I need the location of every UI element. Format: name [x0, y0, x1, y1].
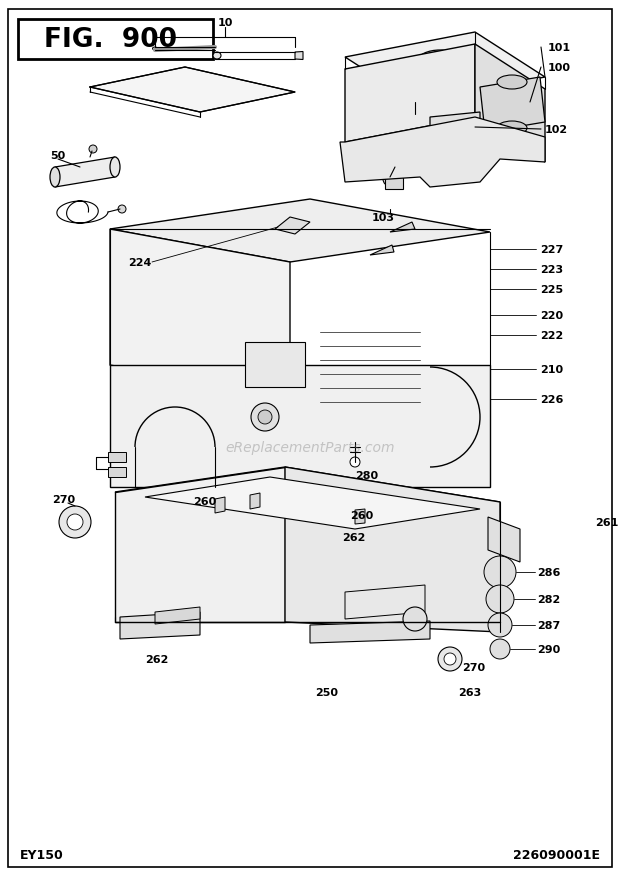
- Polygon shape: [90, 68, 295, 113]
- Text: FIG.  900: FIG. 900: [43, 27, 177, 53]
- Polygon shape: [430, 113, 480, 153]
- Text: 261: 261: [595, 517, 618, 527]
- Circle shape: [350, 458, 360, 467]
- FancyBboxPatch shape: [108, 453, 126, 462]
- Polygon shape: [120, 612, 200, 639]
- Circle shape: [438, 647, 462, 671]
- Text: EY150: EY150: [20, 849, 64, 861]
- Text: 222: 222: [540, 331, 563, 340]
- Circle shape: [383, 173, 397, 187]
- Text: 280: 280: [355, 470, 378, 481]
- Polygon shape: [370, 246, 394, 256]
- Text: 10: 10: [218, 18, 232, 28]
- Polygon shape: [115, 467, 500, 527]
- Polygon shape: [475, 45, 545, 163]
- Text: 260: 260: [350, 510, 373, 520]
- Circle shape: [251, 403, 279, 431]
- Ellipse shape: [497, 76, 527, 90]
- Circle shape: [490, 639, 510, 660]
- FancyBboxPatch shape: [108, 467, 126, 477]
- Text: 227: 227: [540, 245, 563, 254]
- Text: 220: 220: [540, 310, 563, 321]
- Circle shape: [67, 515, 83, 531]
- Polygon shape: [145, 477, 480, 530]
- Circle shape: [486, 585, 514, 613]
- Text: 223: 223: [540, 265, 563, 275]
- Polygon shape: [345, 585, 425, 619]
- Circle shape: [403, 607, 427, 631]
- Text: 270: 270: [462, 662, 485, 673]
- Text: 225: 225: [540, 285, 563, 295]
- Text: 260: 260: [193, 496, 216, 506]
- Text: 224: 224: [128, 258, 151, 267]
- Ellipse shape: [497, 122, 527, 136]
- Text: 210: 210: [540, 365, 563, 374]
- Polygon shape: [488, 517, 520, 562]
- FancyBboxPatch shape: [245, 343, 305, 388]
- FancyBboxPatch shape: [8, 10, 612, 867]
- Ellipse shape: [213, 53, 221, 60]
- Polygon shape: [295, 53, 303, 61]
- Text: 270: 270: [52, 495, 75, 504]
- Text: 50: 50: [50, 151, 66, 160]
- Text: 290: 290: [537, 645, 560, 654]
- Polygon shape: [110, 230, 290, 397]
- Text: 226090001E: 226090001E: [513, 849, 600, 861]
- Polygon shape: [155, 607, 200, 624]
- Polygon shape: [340, 118, 545, 188]
- Polygon shape: [215, 497, 225, 513]
- Ellipse shape: [417, 51, 463, 73]
- Circle shape: [59, 506, 91, 538]
- Polygon shape: [310, 621, 430, 643]
- Circle shape: [484, 556, 516, 588]
- Polygon shape: [275, 217, 310, 235]
- Polygon shape: [110, 366, 490, 488]
- Circle shape: [118, 206, 126, 214]
- Polygon shape: [345, 33, 545, 103]
- Text: 101: 101: [548, 43, 571, 53]
- Text: 262: 262: [145, 654, 169, 664]
- Polygon shape: [355, 510, 365, 524]
- Ellipse shape: [50, 168, 60, 188]
- Text: 286: 286: [537, 567, 560, 577]
- Polygon shape: [115, 467, 285, 623]
- Text: 103: 103: [371, 213, 394, 223]
- Circle shape: [89, 146, 97, 153]
- Ellipse shape: [110, 158, 120, 178]
- Text: 263: 263: [458, 688, 481, 697]
- Ellipse shape: [425, 54, 455, 69]
- FancyBboxPatch shape: [18, 20, 213, 60]
- Text: 100: 100: [548, 63, 571, 73]
- Circle shape: [488, 613, 512, 638]
- Polygon shape: [345, 45, 475, 143]
- Text: 102: 102: [545, 125, 568, 135]
- Text: 250: 250: [315, 688, 338, 697]
- Polygon shape: [480, 78, 545, 132]
- Text: 226: 226: [540, 395, 564, 404]
- Text: 262: 262: [342, 532, 365, 542]
- Ellipse shape: [153, 48, 157, 51]
- Polygon shape: [390, 223, 415, 232]
- Polygon shape: [55, 158, 115, 188]
- Text: 282: 282: [537, 595, 560, 604]
- FancyBboxPatch shape: [385, 178, 403, 189]
- Polygon shape: [250, 494, 260, 510]
- Text: eReplacementParts.com: eReplacementParts.com: [225, 440, 395, 454]
- Circle shape: [444, 653, 456, 666]
- Circle shape: [258, 410, 272, 424]
- Text: 287: 287: [537, 620, 560, 631]
- Polygon shape: [285, 467, 500, 632]
- Polygon shape: [110, 200, 490, 263]
